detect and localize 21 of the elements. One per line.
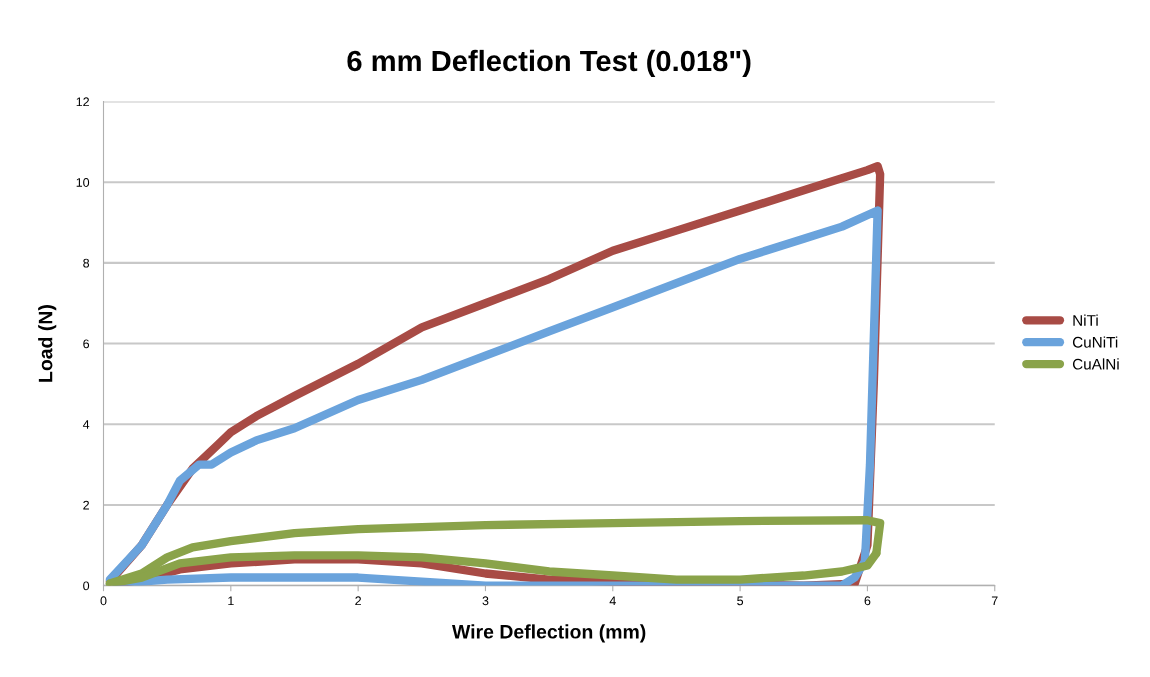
x-tick-label: 1	[228, 596, 234, 606]
y-tick-label: 6	[83, 339, 90, 349]
y-tick-label: 4	[82, 420, 90, 429]
legend-label: CuAlNi	[1072, 358, 1119, 370]
y-tick-label: 10	[76, 178, 90, 187]
y-axis-title: Load (N)	[38, 305, 57, 382]
x-axis-title: Wire Deflection (mm)	[452, 624, 646, 643]
y-tick-label: 8	[83, 258, 90, 268]
x-tick-label: 2	[355, 596, 361, 606]
x-tick-label: 0	[100, 596, 107, 606]
legend-label: NiTi	[1073, 314, 1098, 326]
legend-label: CuNiTi	[1072, 336, 1118, 348]
chart-title: 6 mm Deflection Test (0.018")	[347, 49, 751, 78]
y-tick-label: 12	[76, 97, 89, 107]
x-tick-label: 6	[864, 596, 871, 606]
x-tick-label: 3	[482, 596, 489, 606]
y-tick-label: 0	[83, 581, 90, 591]
x-tick-label: 5	[737, 596, 744, 606]
x-tick-label: 4	[609, 596, 616, 606]
x-tick-label: 7	[991, 596, 998, 606]
y-tick-label: 2	[83, 500, 89, 510]
